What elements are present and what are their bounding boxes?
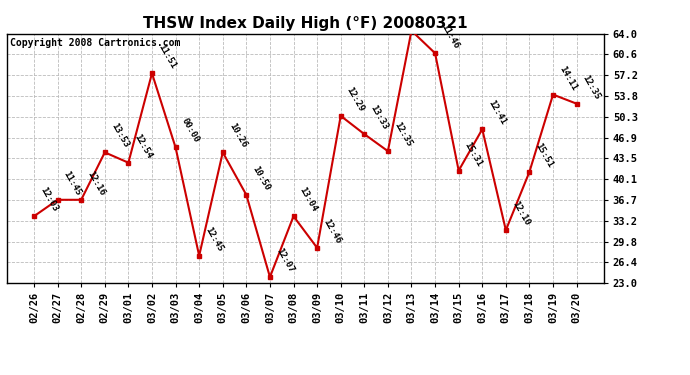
- Text: 12:29: 12:29: [345, 85, 366, 113]
- Text: 10:26: 10:26: [227, 122, 248, 150]
- Text: 12:35: 12:35: [392, 121, 413, 148]
- Text: 00:00: 00:00: [179, 117, 201, 145]
- Text: 11:46: 11:46: [440, 22, 460, 50]
- Title: THSW Index Daily High (°F) 20080321: THSW Index Daily High (°F) 20080321: [143, 16, 468, 31]
- Text: 11:45: 11:45: [62, 169, 83, 197]
- Text: 12:10: 12:10: [510, 200, 531, 227]
- Text: 12:03: 12:03: [38, 186, 59, 213]
- Text: 14:11: 14:11: [558, 64, 578, 92]
- Text: 12:16: 12:16: [86, 169, 107, 197]
- Text: 13:33: 13:33: [368, 104, 390, 131]
- Text: 11:51: 11:51: [156, 43, 177, 70]
- Text: 13:53: 13:53: [109, 122, 130, 150]
- Text: 10:50: 10:50: [250, 164, 272, 192]
- Text: 12:35: 12:35: [581, 73, 602, 101]
- Text: 12:46: 12:46: [322, 217, 342, 245]
- Text: 15:31: 15:31: [463, 140, 484, 168]
- Text: 12:41: 12:41: [486, 99, 508, 126]
- Text: 12:54: 12:54: [132, 132, 154, 160]
- Text: 12:45: 12:45: [204, 225, 224, 253]
- Text: 15:51: 15:51: [533, 141, 555, 169]
- Text: 13:04: 13:04: [297, 186, 319, 213]
- Text: 13:31: 13:31: [0, 374, 1, 375]
- Text: Copyright 2008 Cartronics.com: Copyright 2008 Cartronics.com: [10, 38, 180, 48]
- Text: 12:07: 12:07: [274, 246, 295, 274]
